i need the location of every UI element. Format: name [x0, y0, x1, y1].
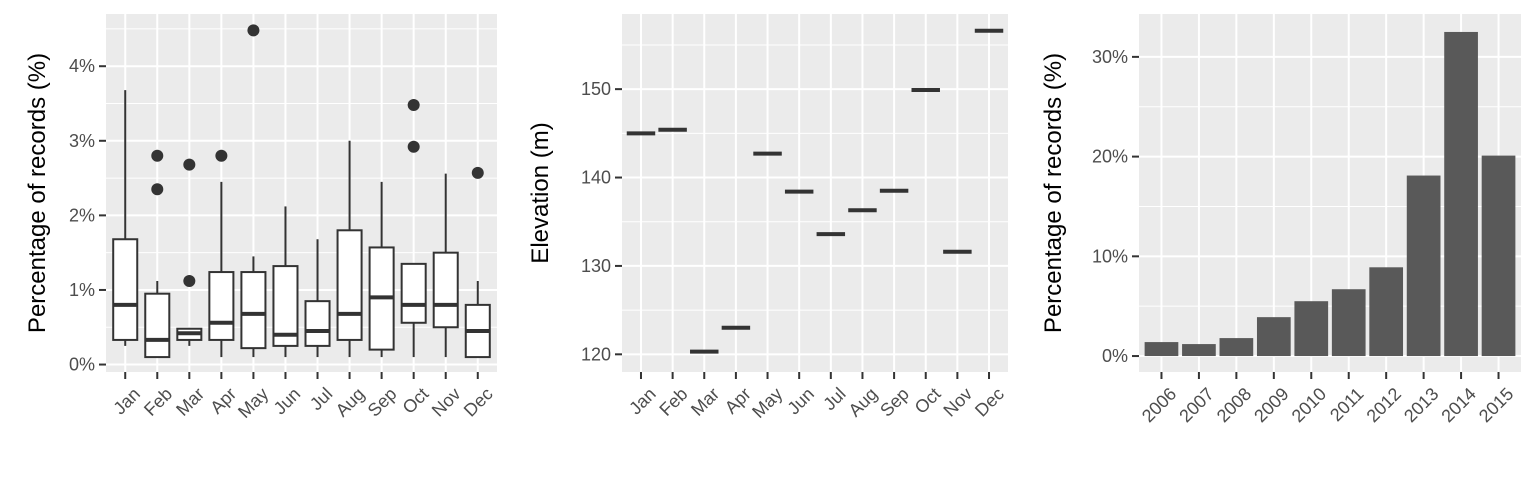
x-tick-label: Nov	[428, 384, 465, 421]
outlier-point	[471, 166, 484, 179]
x-tick-label: Apr	[206, 384, 240, 418]
box	[272, 265, 299, 347]
panel-background	[106, 14, 497, 372]
box	[112, 238, 139, 341]
box	[432, 251, 459, 329]
x-tick-label: 2013	[1400, 384, 1442, 426]
x-tick-label: Dec	[971, 384, 1008, 421]
outlier-point	[407, 98, 420, 111]
y-tick-label: 2%	[69, 205, 95, 225]
yearly-bar-panel: 0%10%20%30%20062007200820092010201120122…	[1040, 14, 1521, 426]
y-axis-title: Percentage of records (%)	[24, 53, 51, 333]
box	[400, 262, 427, 324]
x-tick-label: Feb	[140, 384, 176, 420]
x-tick-label: 2010	[1288, 384, 1330, 426]
x-tick-label: 2015	[1475, 384, 1517, 426]
panel-background	[622, 14, 1008, 372]
box	[336, 229, 363, 341]
x-tick-label: May	[748, 384, 786, 422]
x-tick-label: Oct	[399, 384, 433, 418]
outlier-point	[247, 24, 260, 37]
bar	[1406, 175, 1441, 357]
x-tick-label: 2009	[1250, 384, 1292, 426]
x-tick-label: Feb	[655, 384, 691, 420]
x-tick-label: Sep	[364, 384, 401, 421]
bar	[1294, 301, 1329, 357]
x-tick-label: Jan	[625, 384, 660, 419]
x-tick-label: 2008	[1213, 384, 1255, 426]
x-tick-label: 2011	[1326, 384, 1368, 426]
y-tick-label: 30%	[1092, 47, 1128, 67]
box	[208, 271, 235, 341]
x-tick-label: Apr	[721, 384, 755, 418]
y-tick-label: 0%	[1102, 346, 1128, 366]
x-tick-label: Jan	[109, 384, 144, 419]
x-tick-label: Dec	[460, 384, 497, 421]
x-tick-label: Mar	[687, 384, 723, 420]
bar	[1219, 338, 1254, 357]
x-tick-label: Sep	[876, 384, 913, 421]
bar	[1481, 155, 1516, 357]
x-tick-label: Nov	[939, 384, 976, 421]
y-tick-label: 1%	[69, 280, 95, 300]
y-tick-label: 150	[581, 79, 611, 99]
x-tick-label: 2012	[1363, 384, 1405, 426]
x-tick-label: 2006	[1138, 384, 1180, 426]
x-tick-label: 2014	[1437, 384, 1479, 426]
outlier-point	[151, 183, 164, 196]
x-tick-label: May	[234, 384, 272, 422]
x-tick-label: Aug	[332, 384, 369, 421]
bar	[1331, 289, 1366, 357]
y-tick-label: 20%	[1092, 147, 1128, 167]
outlier-point	[151, 149, 164, 162]
bar	[1256, 317, 1291, 357]
box	[144, 292, 171, 359]
x-tick-label: 2007	[1175, 384, 1217, 426]
x-tick-label: Jun	[783, 384, 818, 419]
bar	[1444, 31, 1478, 357]
x-tick-label: Oct	[911, 384, 945, 418]
outlier-point	[183, 275, 196, 288]
box	[240, 271, 267, 350]
x-tick-label: Jun	[270, 384, 305, 419]
x-tick-label: Mar	[172, 384, 208, 420]
x-tick-label: Jul	[819, 384, 849, 414]
x-tick-label: Jul	[306, 384, 336, 414]
box	[304, 300, 331, 347]
y-tick-label: 4%	[69, 56, 95, 76]
bar	[1369, 267, 1404, 357]
y-tick-label: 3%	[69, 131, 95, 151]
outlier-point	[215, 149, 228, 162]
y-tick-label: 120	[581, 344, 611, 364]
outlier-point	[407, 140, 420, 153]
y-axis-title: Percentage of records (%)	[1040, 53, 1067, 333]
x-tick-label: Aug	[845, 384, 882, 421]
bar	[1144, 342, 1179, 357]
outlier-point	[183, 158, 196, 171]
y-tick-label: 0%	[69, 355, 95, 375]
y-axis-title: Elevation (m)	[527, 122, 554, 263]
bar	[1182, 344, 1216, 357]
y-tick-label: 130	[581, 256, 611, 276]
y-tick-label: 10%	[1092, 246, 1128, 266]
y-tick-label: 140	[581, 168, 611, 188]
